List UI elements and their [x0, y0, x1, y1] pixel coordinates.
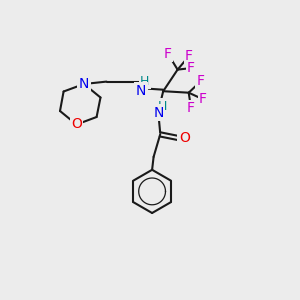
Text: F: F	[185, 49, 193, 63]
Text: F: F	[197, 74, 205, 88]
Text: N: N	[154, 106, 164, 120]
Text: O: O	[71, 118, 82, 131]
Text: N: N	[136, 84, 146, 98]
Text: F: F	[164, 47, 172, 61]
Text: F: F	[187, 101, 195, 115]
Text: H: H	[140, 75, 149, 88]
Text: O: O	[179, 131, 190, 145]
Text: F: F	[199, 92, 207, 106]
Text: N: N	[79, 77, 89, 91]
Text: H: H	[158, 100, 167, 113]
Text: F: F	[187, 61, 195, 75]
